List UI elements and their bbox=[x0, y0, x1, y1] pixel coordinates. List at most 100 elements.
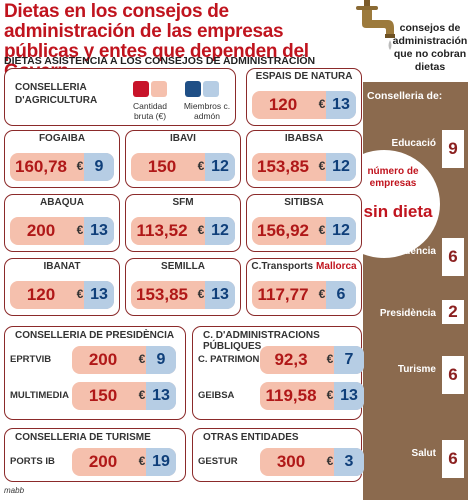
entity-value-pill: 200 €9 bbox=[72, 346, 176, 374]
euro-symbol: € bbox=[197, 287, 205, 301]
amount-value: 200 bbox=[88, 350, 118, 369]
entity-name-extra: Mallorca bbox=[316, 261, 357, 272]
faucet-note: consejos de administración que no cobran… bbox=[392, 22, 468, 73]
no-diet-count: 9 bbox=[442, 130, 464, 168]
entity-value-pill: 117,77 €6 bbox=[252, 281, 356, 309]
entity-card: FOGAIBA 160,78 €9 bbox=[4, 130, 120, 188]
amount-value: 153,85 bbox=[136, 285, 188, 304]
conselleria-name: Presidència bbox=[379, 308, 436, 319]
entity-value-pill: 120 €13 bbox=[10, 281, 114, 309]
amount-swatch-dark bbox=[133, 81, 149, 97]
euro-symbol: € bbox=[318, 159, 326, 173]
members-value: 13 bbox=[205, 281, 235, 309]
entity-card: IBABSA 153,85 €12 bbox=[246, 130, 362, 188]
credit: mabb bbox=[4, 486, 25, 495]
faucet-icon bbox=[356, 0, 395, 50]
entity-card: ESPAIS DE NATURA 120 €13 bbox=[246, 68, 362, 126]
entity-name: SEMILLA bbox=[126, 261, 240, 272]
entity-card: SITIBSA 156,92 €12 bbox=[246, 194, 362, 252]
entity-name-text: SFM bbox=[172, 197, 194, 208]
members-swatch-light bbox=[203, 81, 219, 97]
euro-symbol: € bbox=[138, 388, 146, 402]
group-title: OTRAS ENTIDADES bbox=[203, 432, 299, 443]
entity-value-pill: 150 €12 bbox=[131, 153, 235, 181]
entity-name-text: SEMILLA bbox=[161, 261, 205, 272]
agricultura-legend-card: CONSELLERIA D'AGRICULTURA Cantidad bruta… bbox=[4, 68, 236, 126]
amount-value: 153,85 bbox=[257, 157, 309, 176]
entity-card: C.Transports Mallorca 117,77 €6 bbox=[246, 258, 362, 316]
euro-symbol: € bbox=[138, 454, 146, 468]
euro-symbol: € bbox=[326, 454, 334, 468]
subtitle: DIETAS ASISTENCIA A LOS CONSEJOS DE ADMI… bbox=[4, 55, 316, 67]
entity-card: ABAQUA 200 €13 bbox=[4, 194, 120, 252]
entity-value-pill: 300 €3 bbox=[260, 448, 364, 476]
entity-value-pill: 200 €19 bbox=[72, 448, 176, 476]
entity-value-pill: 113,52 €12 bbox=[131, 217, 235, 245]
group-title: CONSELLERIA DE TURISME bbox=[15, 432, 151, 443]
entity-name: SITIBSA bbox=[247, 197, 361, 208]
members-value: 13 bbox=[84, 281, 114, 309]
conselleria-name: Educació bbox=[391, 138, 436, 149]
members-value: 12 bbox=[326, 153, 356, 181]
entity-value-pill: 153,85 €12 bbox=[252, 153, 356, 181]
entity-name: SFM bbox=[126, 197, 240, 208]
amount-swatch-light bbox=[151, 81, 167, 97]
entity-value-pill: 92,3 €7 bbox=[260, 346, 364, 374]
entity-name: IBABSA bbox=[247, 133, 361, 144]
conselleria-agricultura-label: CONSELLERIA D'AGRICULTURA bbox=[15, 82, 98, 106]
members-value: 13 bbox=[146, 382, 176, 410]
entity-value-pill: 200 €13 bbox=[10, 217, 114, 245]
entity-name-text: IBAVI bbox=[170, 133, 196, 144]
amount-value: 150 bbox=[88, 386, 118, 405]
entity-name: GEIBSA bbox=[198, 390, 235, 401]
amount-value: 117,77 bbox=[257, 285, 309, 304]
amount-value: 120 bbox=[268, 95, 298, 114]
members-value: 9 bbox=[84, 153, 114, 181]
amount-value: 120 bbox=[26, 285, 56, 304]
entity-value-pill: 150 €13 bbox=[72, 382, 176, 410]
members-value: 3 bbox=[334, 448, 364, 476]
amount-value: 92,3 bbox=[274, 350, 308, 369]
members-value: 9 bbox=[146, 346, 176, 374]
entity-name-text: IBANAT bbox=[43, 261, 81, 272]
entity-value-pill: 120 €13 bbox=[252, 91, 356, 119]
entity-card: SFM 113,52 €12 bbox=[125, 194, 241, 252]
members-value: 12 bbox=[326, 217, 356, 245]
conselleria-name: Salut bbox=[411, 448, 436, 459]
entity-name: PORTS IB bbox=[10, 456, 55, 467]
entity-name: ESPAIS DE NATURA bbox=[247, 71, 361, 82]
members-value: 13 bbox=[84, 217, 114, 245]
entity-name-text: C.Transports bbox=[251, 261, 314, 272]
entity-value-pill: 156,92 €12 bbox=[252, 217, 356, 245]
entity-name: IBANAT bbox=[5, 261, 119, 272]
entity-card: IBANAT 120 €13 bbox=[4, 258, 120, 316]
euro-symbol: € bbox=[326, 352, 334, 366]
no-diet-count: 2 bbox=[442, 300, 464, 324]
entity-name: GESTUR bbox=[198, 456, 238, 467]
group-title: CONSELLERIA DE PRESIDÈNCIA bbox=[15, 330, 175, 341]
amount-value: 119,58 bbox=[265, 386, 317, 405]
entity-value-pill: 119,58 €13 bbox=[260, 382, 364, 410]
members-value: 13 bbox=[326, 91, 356, 119]
entity-name: C. PATRIMONI bbox=[198, 354, 263, 365]
euro-symbol: € bbox=[318, 223, 326, 237]
no-diet-count: 6 bbox=[442, 356, 464, 394]
entity-name-text: FOGAIBA bbox=[38, 133, 86, 144]
conselleria-name: Turisme bbox=[397, 364, 436, 375]
amount-value: 300 bbox=[276, 452, 306, 471]
entity-name-text: IBABSA bbox=[284, 133, 324, 144]
euro-symbol: € bbox=[76, 287, 84, 301]
entity-value-pill: 153,85 €13 bbox=[131, 281, 235, 309]
amount-value: 156,92 bbox=[257, 221, 309, 240]
oval-line1: número de empresas bbox=[367, 166, 419, 189]
members-legend-label: Miembros c. admón bbox=[183, 101, 231, 121]
entity-name-text: ABAQUA bbox=[40, 197, 84, 208]
entity-name: IBAVI bbox=[126, 133, 240, 144]
entity-name: EPRTVIB bbox=[10, 354, 52, 365]
members-swatch-dark bbox=[185, 81, 201, 97]
entity-name-text: ESPAIS DE NATURA bbox=[255, 71, 353, 82]
entity-name: C.Transports Mallorca bbox=[247, 261, 361, 272]
entity-name: ABAQUA bbox=[5, 197, 119, 208]
no-diet-count: 6 bbox=[442, 238, 464, 276]
members-value: 19 bbox=[146, 448, 176, 476]
